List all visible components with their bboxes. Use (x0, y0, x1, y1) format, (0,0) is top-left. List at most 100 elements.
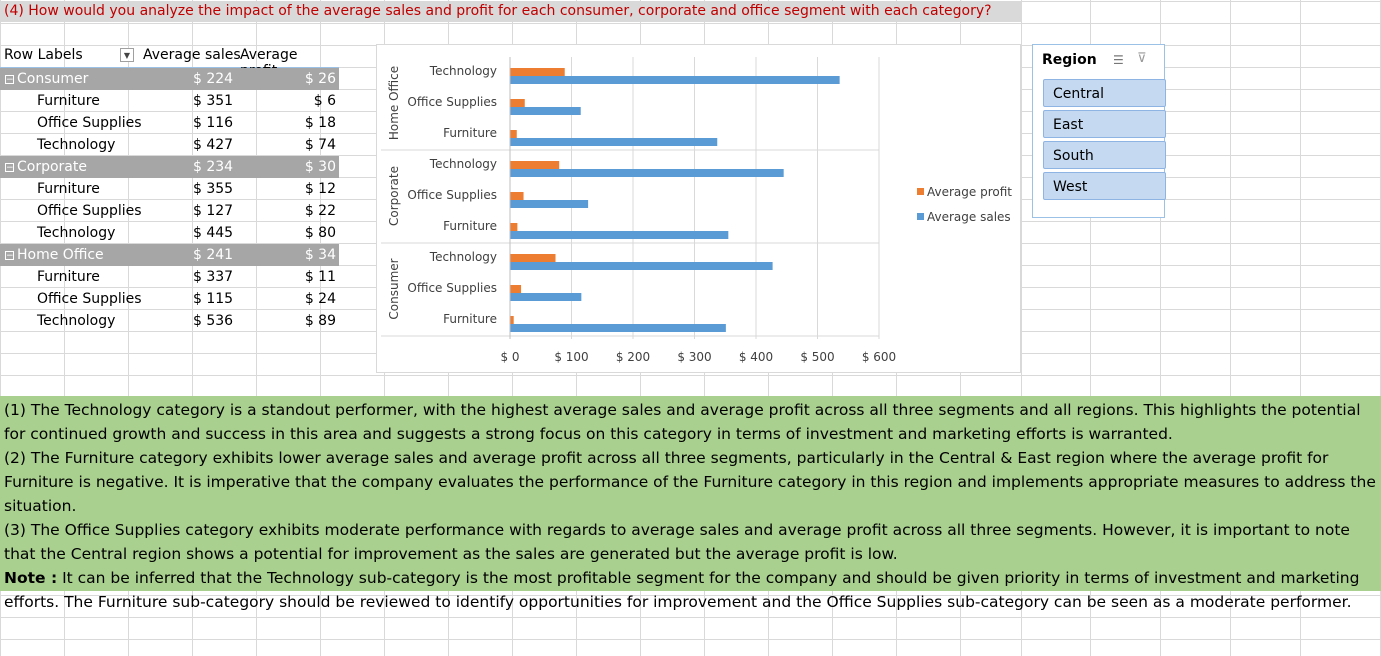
row-label-text: Technology (37, 137, 116, 153)
collapse-icon[interactable]: − (5, 251, 14, 261)
sales-bar (510, 138, 718, 146)
x-tick-label: $ 300 (677, 350, 711, 364)
pivot-row[interactable]: Technology $ 427 $ 74 (0, 134, 339, 156)
slicer-item-central[interactable]: Central (1043, 79, 1166, 107)
row-label-text: Furniture (37, 93, 100, 109)
row-label: Technology (37, 137, 115, 153)
clear-filter-icon[interactable]: ⊽ (1137, 51, 1147, 66)
sales-bar (510, 262, 773, 270)
avg-sales-value: $ 337 (193, 269, 234, 285)
pivot-row[interactable]: Office Supplies $ 116 $ 18 (0, 112, 339, 134)
pivot-row[interactable]: Technology $ 536 $ 89 (0, 310, 339, 332)
category-label: Furniture (443, 219, 497, 233)
category-label: Office Supplies (407, 188, 497, 202)
avg-profit-value: $ 26 (304, 71, 336, 87)
category-label: Furniture (443, 312, 497, 326)
profit-bar (510, 223, 518, 231)
pivot-header: Row Labels ▼ Average sales Average profi… (0, 45, 339, 79)
analysis-cell[interactable]: (1) The Technology category is a standou… (0, 396, 1381, 611)
pivot-row[interactable]: Technology $ 445 $ 80 (0, 222, 339, 244)
row-label-text: Office Supplies (37, 115, 142, 131)
avg-profit-value: $ 22 (304, 203, 336, 219)
avg-profit-value: $ 24 (304, 291, 336, 307)
row-label: − Home Office (5, 247, 104, 263)
sales-bar (510, 324, 726, 332)
pivot-table: Row Labels ▼ Average sales Average profi… (0, 45, 339, 332)
row-labels-header[interactable]: Row Labels (4, 47, 83, 63)
pivot-rows: − Consumer $ 224 $ 26 Furniture $ 351 $ 6 Offic… (0, 68, 339, 332)
note-label: Note : (4, 569, 58, 587)
row-label-text: Corporate (17, 159, 87, 175)
avg-sales-value: $ 445 (193, 225, 234, 241)
pivot-group-row[interactable]: − Home Office $ 241 $ 34 (0, 244, 339, 266)
row-label-text: Furniture (37, 181, 100, 197)
region-slicer[interactable]: Region ☰ ⊽ Central East South West (1032, 44, 1166, 218)
filter-dropdown-icon[interactable]: ▼ (120, 48, 134, 62)
collapse-icon[interactable]: − (5, 163, 14, 173)
legend-swatch (917, 188, 924, 195)
sales-bar (510, 200, 589, 208)
avg-sales-value: $ 224 (193, 71, 234, 87)
row-label-text: Consumer (17, 71, 89, 87)
pivot-row[interactable]: Furniture $ 337 $ 11 (0, 266, 339, 288)
analysis-point-1: (1) The Technology category is a standou… (4, 401, 1361, 443)
slicer-title: Region (1042, 52, 1097, 68)
pivot-group-row[interactable]: − Corporate $ 234 $ 30 (0, 156, 339, 178)
profit-bar (510, 130, 517, 138)
group-label: Home Office (387, 66, 401, 140)
avg-sales-value: $ 116 (193, 115, 234, 131)
avg-profit-value: $ 6 (313, 93, 336, 109)
x-tick-label: $ 400 (739, 350, 773, 364)
avg-profit-value: $ 30 (304, 159, 336, 175)
multi-select-icon[interactable]: ☰ (1113, 53, 1124, 67)
collapse-icon[interactable]: − (5, 75, 14, 85)
avg-sales-value: $ 127 (193, 203, 234, 219)
profit-bar (510, 316, 514, 324)
question-cell[interactable]: (4) How would you analyze the impact of … (0, 1, 1021, 22)
category-label: Office Supplies (407, 281, 497, 295)
sales-bar (510, 293, 582, 301)
pivot-group-row[interactable]: − Consumer $ 224 $ 26 (0, 68, 339, 90)
row-label-text: Office Supplies (37, 203, 142, 219)
row-label: Office Supplies (37, 291, 142, 307)
analysis-point-2: (2) The Furniture category exhibits lowe… (4, 449, 1376, 515)
profit-bar (510, 99, 525, 107)
slicer-item-south[interactable]: South (1043, 141, 1166, 169)
pivot-row[interactable]: Furniture $ 355 $ 12 (0, 178, 339, 200)
avg-sales-value: $ 351 (193, 93, 234, 109)
x-tick-label: $ 0 (500, 350, 519, 364)
note-text: It can be inferred that the Technology s… (4, 569, 1360, 611)
slicer-item-west[interactable]: West (1043, 172, 1166, 200)
row-label: Technology (37, 225, 115, 241)
row-label: Office Supplies (37, 203, 142, 219)
avg-profit-value: $ 89 (304, 313, 336, 329)
analysis-point-3: (3) The Office Supplies category exhibit… (4, 521, 1350, 563)
avg-sales-value: $ 427 (193, 137, 234, 153)
sales-bar (510, 231, 729, 239)
avg-profit-value: $ 34 (304, 247, 336, 263)
x-tick-label: $ 500 (800, 350, 834, 364)
profit-bar (510, 254, 556, 262)
pivot-row[interactable]: Furniture $ 351 $ 6 (0, 90, 339, 112)
group-label: Corporate (387, 166, 401, 226)
bar-chart[interactable]: $ 0 $ 100 $ 200 $ 300 $ 400 $ 500 $ 600 Home Of… (376, 44, 1021, 373)
x-tick-label: $ 600 (862, 350, 896, 364)
row-label-text: Furniture (37, 269, 100, 285)
avg-sales-value: $ 355 (193, 181, 234, 197)
category-label: Office Supplies (407, 95, 497, 109)
x-tick-label: $ 200 (616, 350, 650, 364)
avg-sales-header[interactable]: Average sales (143, 47, 241, 63)
row-label-text: Technology (37, 313, 116, 329)
profit-bar (510, 68, 565, 76)
legend-label: Average profit (927, 185, 1012, 199)
row-label-text: Technology (37, 225, 116, 241)
pivot-row[interactable]: Office Supplies $ 127 $ 22 (0, 200, 339, 222)
slicer-item-east[interactable]: East (1043, 110, 1166, 138)
pivot-row[interactable]: Office Supplies $ 115 $ 24 (0, 288, 339, 310)
x-tick-label: $ 100 (554, 350, 588, 364)
analysis-note: Note : It can be inferred that the Techn… (4, 566, 1377, 614)
profit-bar (510, 161, 560, 169)
category-label: Technology (429, 157, 497, 171)
profit-bar (510, 192, 524, 200)
chart-canvas: $ 0 $ 100 $ 200 $ 300 $ 400 $ 500 $ 600 Home Of… (381, 57, 1012, 364)
